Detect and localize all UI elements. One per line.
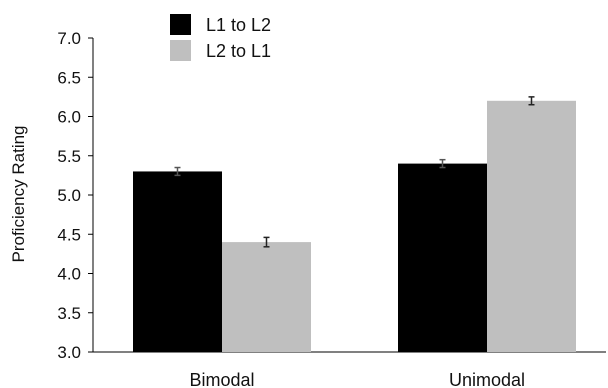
- bar-bimodal-l2-to-l1: [222, 242, 311, 352]
- y-tick-label: 6.5: [57, 68, 81, 87]
- y-tick-label: 5.0: [57, 186, 81, 205]
- error-bar: [174, 166, 181, 177]
- x-tick-label-unimodal: Unimodal: [449, 370, 525, 388]
- legend: L1 to L2 L2 to L1: [170, 14, 271, 61]
- y-tick-label: 5.5: [57, 147, 81, 166]
- y-tick-label: 4.5: [57, 225, 81, 244]
- error-bar: [263, 236, 270, 248]
- error-bar: [528, 96, 535, 106]
- legend-item-l2-to-l1: L2 to L1: [170, 40, 271, 61]
- legend-item-l1-to-l2: L1 to L2: [170, 14, 271, 35]
- x-tick-labels: Bimodal Unimodal: [189, 370, 525, 388]
- error-bar: [439, 158, 446, 169]
- axes: 3.0 3.5 4.0 4.5 5.0 5.5 6.0 6.5 7.0: [57, 29, 606, 362]
- bars: [133, 100, 576, 352]
- y-axis-label: Proficiency Rating: [9, 125, 28, 262]
- legend-swatch: [170, 14, 191, 35]
- legend-label: L2 to L1: [206, 41, 271, 61]
- x-tick-label-bimodal: Bimodal: [189, 370, 254, 388]
- legend-label: L1 to L2: [206, 15, 271, 35]
- y-tick-label: 4.0: [57, 265, 81, 284]
- bar-unimodal-l2-to-l1: [487, 100, 576, 352]
- y-tick-label: 6.0: [57, 108, 81, 127]
- bar-bimodal-l1-to-l2: [133, 171, 222, 352]
- legend-swatch: [170, 40, 191, 61]
- y-tick-label: 3.5: [57, 304, 81, 323]
- y-tick-label: 3.0: [57, 343, 81, 362]
- bar-unimodal-l1-to-l2: [398, 163, 487, 352]
- error-bars: [174, 96, 535, 248]
- y-tick-label: 7.0: [57, 29, 81, 48]
